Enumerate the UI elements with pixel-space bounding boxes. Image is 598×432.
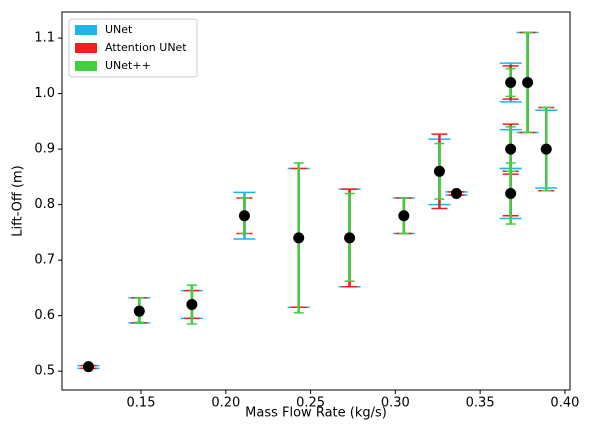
legend-box: [68, 18, 198, 78]
point: [505, 143, 517, 155]
legend-label: UNet++: [105, 59, 151, 72]
x-tick-label: 0.40: [550, 396, 579, 411]
x-tick-label: 0.15: [127, 396, 156, 411]
x-tick-label: 0.20: [211, 396, 240, 411]
point: [186, 299, 198, 311]
y-tick-label: 0.9: [34, 142, 55, 157]
y-tick-label: 0.5: [34, 364, 55, 379]
legend-label: UNet: [105, 23, 133, 36]
x-tick-label: 0.35: [466, 396, 495, 411]
x-tick-label: 0.25: [296, 396, 325, 411]
point: [238, 210, 250, 222]
point: [344, 232, 356, 244]
legend-swatch: [75, 61, 97, 71]
point: [293, 232, 305, 244]
point: [450, 188, 462, 200]
point: [505, 76, 517, 88]
y-tick-label: 0.6: [34, 308, 55, 323]
point: [398, 210, 410, 222]
plot-frame: [61, 11, 571, 391]
point: [540, 143, 552, 155]
y-tick-label: 0.7: [34, 253, 55, 268]
point: [505, 188, 517, 200]
point: [133, 305, 145, 317]
x-tick-label: 0.30: [381, 396, 410, 411]
y-tick-label: 0.8: [34, 197, 55, 212]
y-axis-label: Lift-Off (m): [11, 165, 26, 236]
point: [82, 361, 94, 373]
legend-swatch: [75, 43, 97, 53]
legend-swatch: [75, 25, 97, 35]
y-tick-label: 1.0: [34, 86, 55, 101]
legend-label: Attention UNet: [105, 41, 187, 54]
point: [433, 165, 445, 177]
point: [522, 76, 534, 88]
y-tick-label: 1.1: [34, 31, 55, 46]
x-axis-label: Mass Flow Rate (kg/s): [245, 406, 387, 421]
